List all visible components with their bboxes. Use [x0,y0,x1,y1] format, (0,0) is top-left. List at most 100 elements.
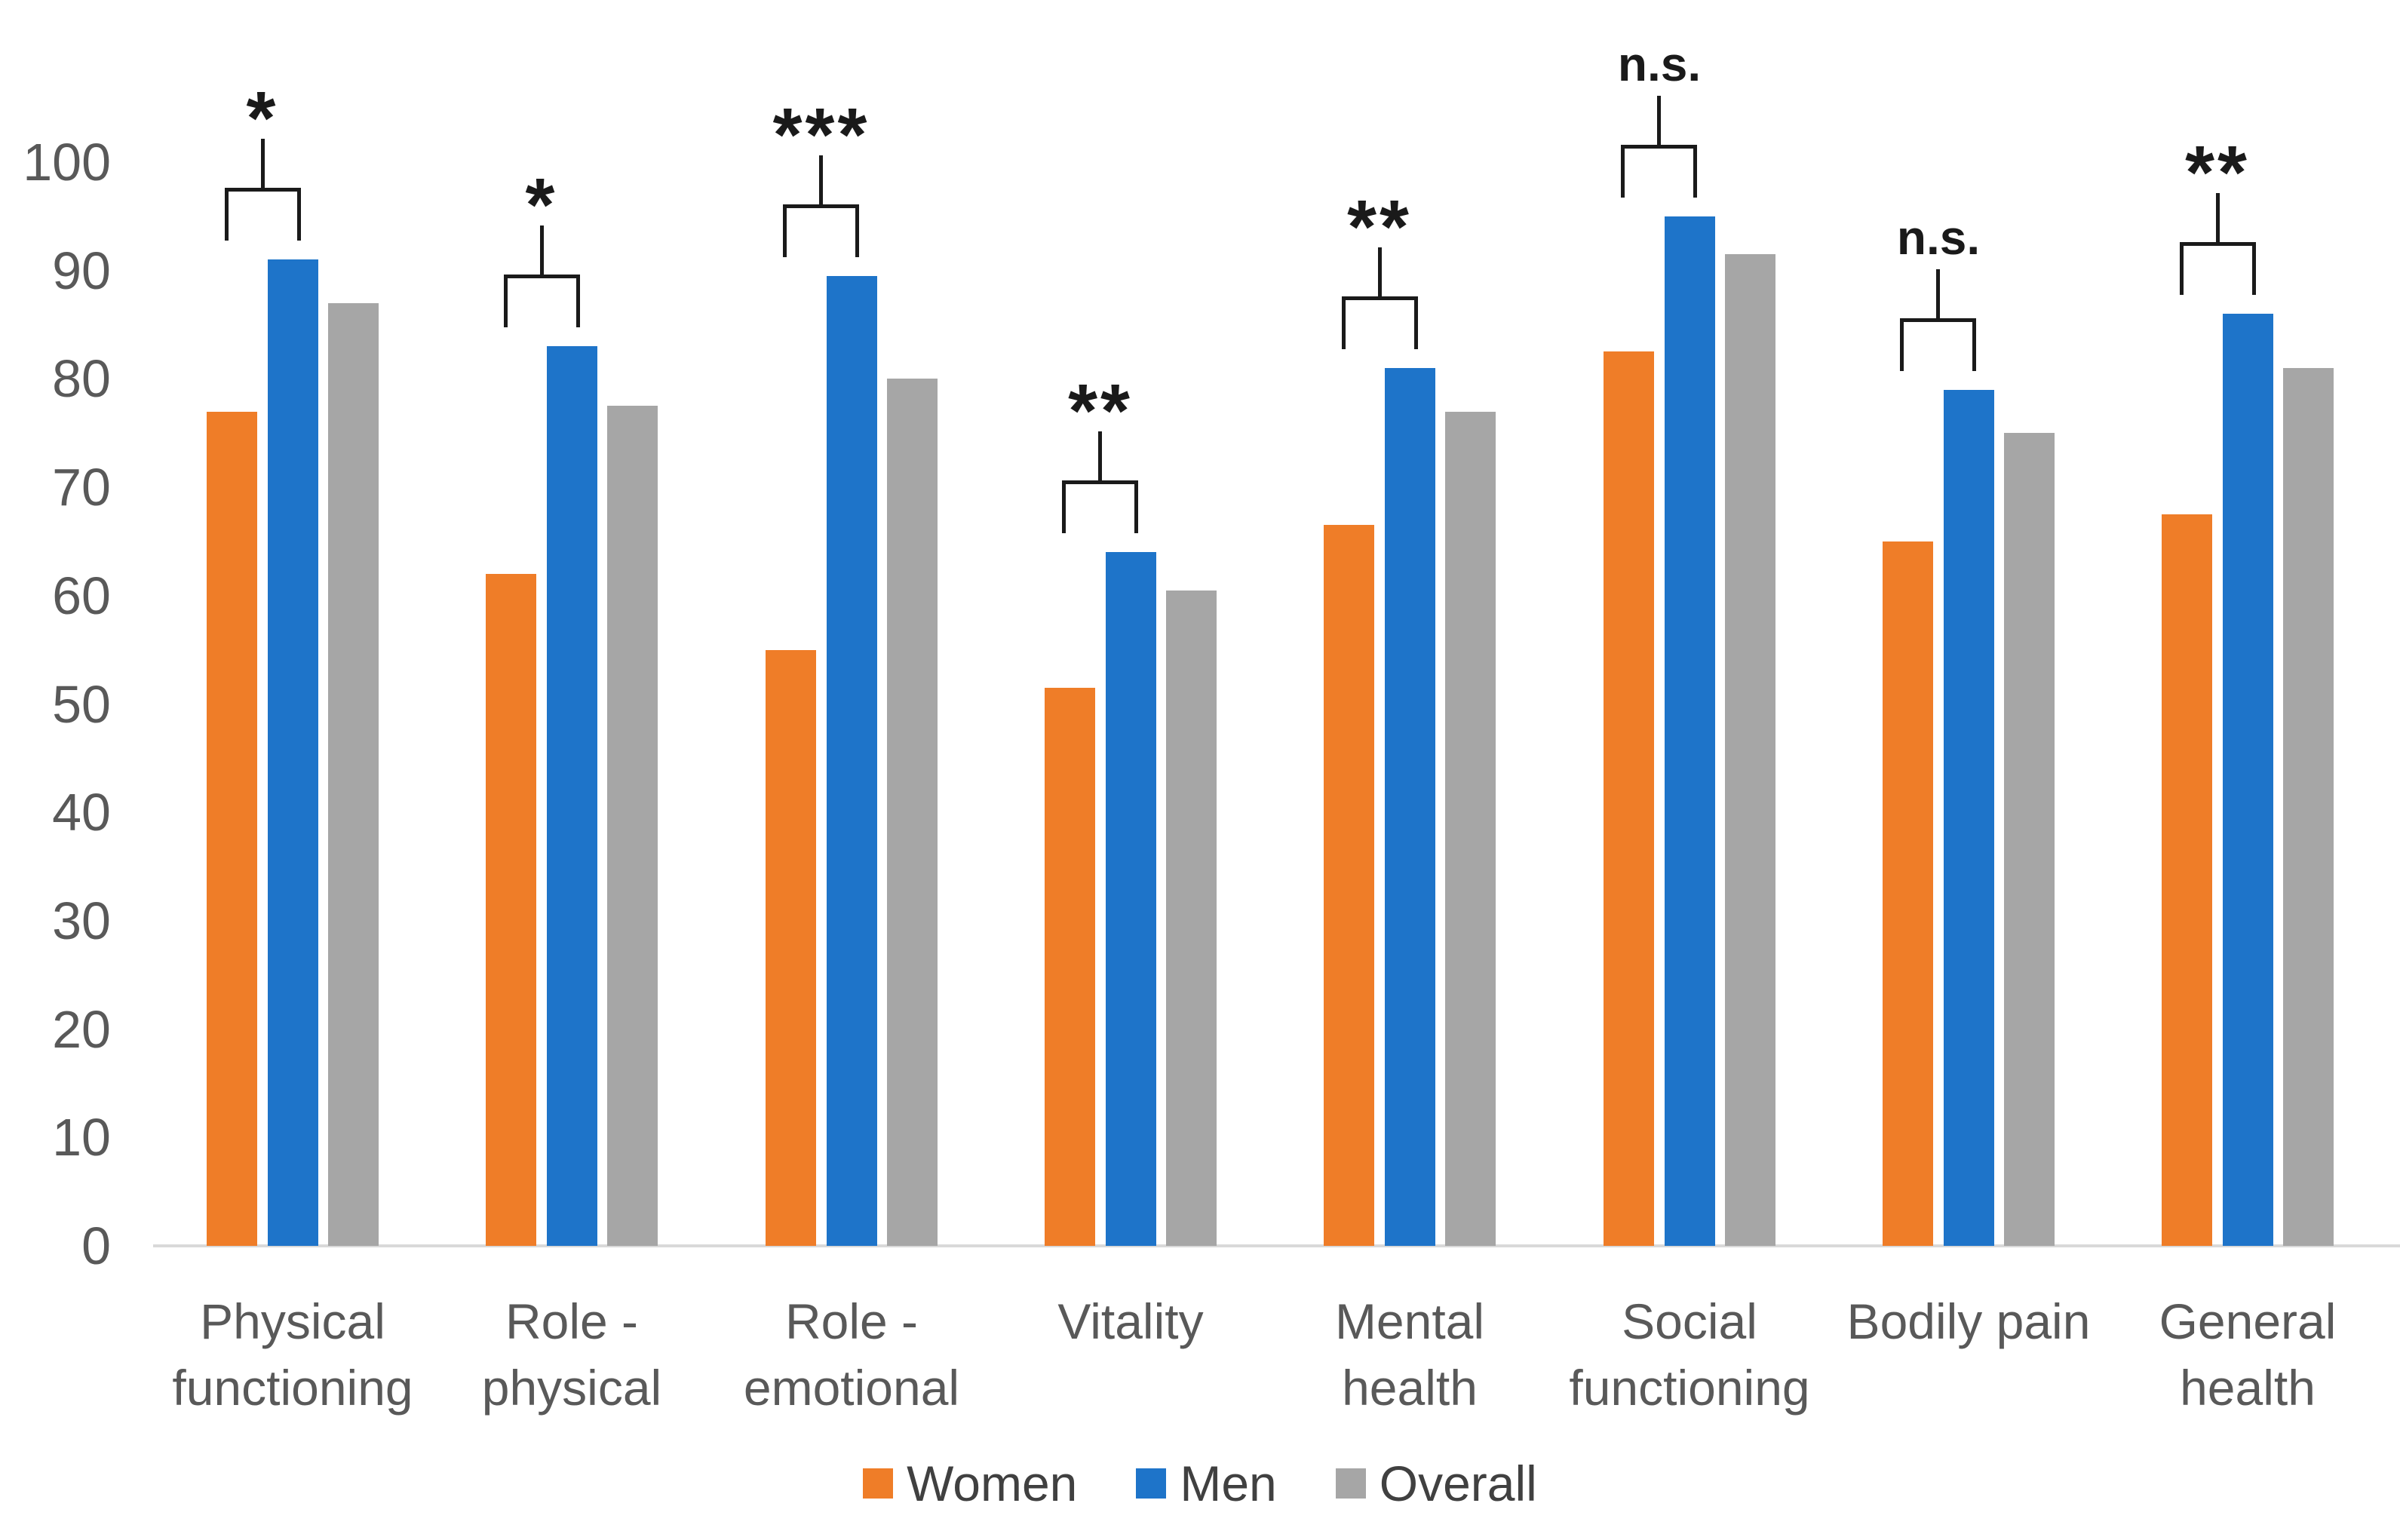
y-axis-tick-label: 80 [52,349,111,409]
significance-bracket [2180,242,2256,246]
significance-label: ** [2185,130,2250,215]
x-axis-category-label: Bodily pain [1795,1288,2142,1354]
bar-overall-role-physical [607,406,658,1246]
significance-label: * [246,76,279,161]
bar-men-role-emotional [827,276,877,1246]
bar-overall-bodily-pain [2004,433,2055,1246]
category-label-line: Mental [1334,1293,1485,1349]
significance-bracket [1900,318,1976,322]
legend-label: Overall [1379,1456,1537,1511]
y-axis-tick-label: 60 [52,566,111,625]
significance-bracket [1972,318,1976,371]
y-axis-tick-label: 30 [52,891,111,950]
category-label-line: functioning [1569,1360,1810,1416]
bar-women-general-health [2162,514,2212,1246]
bar-overall-vitality [1166,591,1217,1246]
category-label-line: Vitality [1057,1293,1204,1349]
significance-bracket [1621,145,1625,198]
bar-overall-social-functioning [1725,254,1775,1246]
significance-bracket [1098,431,1102,480]
x-axis-line [153,1244,2400,1247]
bar-women-bodily-pain [1883,541,1933,1246]
category-label-line: physical [481,1360,662,1416]
bar-women-social-functioning [1604,351,1654,1246]
y-axis-tick-label: 0 [81,1216,111,1275]
category-label-line: Bodily pain [1846,1293,2091,1349]
significance-bracket [261,139,265,188]
bar-men-vitality [1106,552,1156,1246]
category-label-line: Role - [505,1293,639,1349]
category-label-line: Social [1622,1293,1757,1349]
legend-swatch-men [1136,1468,1167,1499]
category-label-line: emotional [743,1360,960,1416]
bar-women-physical-functioning [207,412,257,1246]
significance-bracket [1414,296,1418,349]
significance-bracket [2252,242,2256,295]
bar-overall-role-emotional [887,379,938,1246]
significance-label: n.s. [1896,210,1981,265]
legend-item-women: Women [863,1455,1077,1512]
significance-label: *** [772,93,870,177]
significance-bracket [783,204,787,257]
significance-bracket [1062,480,1066,533]
bar-women-role-emotional [766,650,816,1246]
category-label-line: functioning [172,1360,413,1416]
bar-women-vitality [1045,688,1095,1246]
y-axis-tick-label: 40 [52,783,111,842]
significance-bracket [1657,96,1661,145]
y-axis-tick-label: 100 [23,133,111,192]
bar-overall-general-health [2283,368,2334,1246]
legend-swatch-women [863,1468,894,1499]
bar-women-mental-health [1324,525,1374,1246]
bar-men-social-functioning [1665,216,1715,1246]
x-axis-category-label: Social functioning [1516,1288,1863,1421]
category-label-line: General [2159,1293,2337,1349]
significance-bracket [1936,269,1940,318]
x-axis-category-label: General health [2074,1288,2400,1421]
significance-label: ** [1347,185,1412,269]
x-axis-category-label: Mental health [1236,1288,1583,1421]
significance-bracket [225,188,301,192]
bar-men-physical-functioning [268,259,318,1246]
significance-bracket [1134,480,1138,533]
significance-bracket [540,225,544,275]
bar-overall-mental-health [1445,412,1496,1246]
significance-bracket [2180,242,2184,295]
significance-bracket [1900,318,1904,371]
legend: Women Men Overall [0,1452,2400,1515]
y-axis-tick-label: 10 [52,1108,111,1167]
bar-men-role-physical [547,346,597,1246]
significance-bracket [297,188,301,241]
significance-bracket [1342,296,1346,349]
bar-women-role-physical [486,574,536,1246]
legend-item-overall: Overall [1335,1455,1537,1512]
significance-label: * [525,163,558,247]
significance-bracket [855,204,859,257]
significance-bracket [1062,480,1138,484]
category-label-line: Role - [784,1293,919,1349]
significance-bracket [576,275,580,327]
bar-men-mental-health [1385,368,1435,1246]
category-label-line: health [2180,1360,2316,1416]
legend-item-men: Men [1136,1455,1277,1512]
category-label-line: Physical [200,1293,385,1349]
legend-swatch-overall [1335,1468,1366,1499]
significance-bracket [1621,145,1697,149]
significance-label: n.s. [1617,37,1702,91]
bar-men-general-health [2223,314,2273,1246]
legend-label: Women [907,1456,1078,1511]
significance-bracket [504,275,580,278]
x-axis-category-label: Physical functioning [119,1288,466,1421]
bar-overall-physical-functioning [328,303,379,1246]
significance-bracket [819,155,823,204]
y-axis-tick-label: 20 [52,999,111,1059]
significance-bracket [1693,145,1697,198]
x-axis-category-label: Role - emotional [678,1288,1025,1421]
significance-label: ** [1068,369,1133,453]
y-axis-tick-label: 50 [52,674,111,734]
x-axis-category-label: Role - physical [398,1288,745,1421]
significance-bracket [2216,193,2220,242]
significance-bracket [783,204,859,208]
significance-bracket [225,188,229,241]
